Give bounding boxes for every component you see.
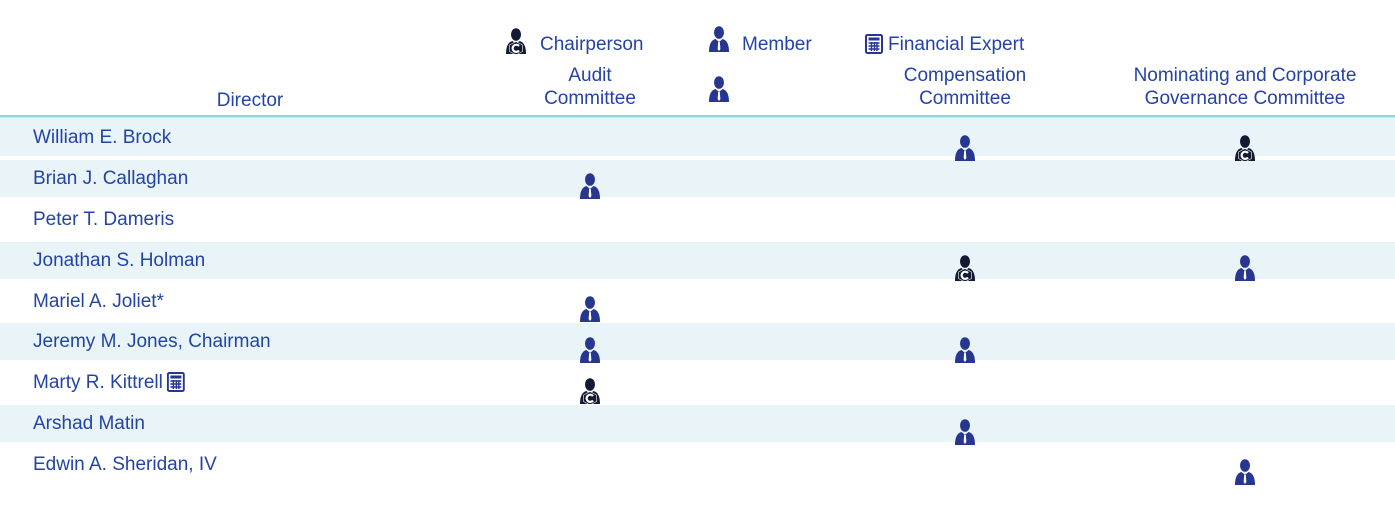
director-name: Marty R. Kittrell	[33, 372, 163, 393]
row-bg	[0, 405, 1395, 442]
header: Committee	[919, 88, 1011, 109]
financial-expert-icon	[166, 372, 185, 392]
member-icon	[709, 26, 729, 52]
financial-expert-icon	[865, 34, 883, 54]
header: Governance Committee	[1145, 88, 1346, 109]
director-name: Arshad Matin	[33, 413, 145, 434]
header-rule	[0, 115, 1395, 118]
director-name: William E. Brock	[33, 127, 172, 148]
chairperson-icon	[579, 378, 601, 404]
header: Committee	[544, 88, 636, 109]
chairperson-icon	[505, 28, 527, 54]
legend-chairperson: Chairperson	[540, 34, 644, 55]
row-bg	[0, 160, 1395, 197]
legend-financial-expert: Financial Expert	[888, 34, 1025, 55]
header: Director	[217, 90, 284, 111]
director-name: Peter T. Dameris	[33, 209, 174, 230]
row-bg	[0, 323, 1395, 360]
director-name: Edwin A. Sheridan, IV	[33, 454, 217, 475]
header: Audit	[568, 65, 612, 86]
header: Compensation	[904, 65, 1027, 86]
member-icon	[1235, 459, 1255, 485]
member-icon	[709, 76, 729, 102]
row-bg	[0, 118, 1395, 156]
header: Nominating and Corporate	[1134, 65, 1357, 86]
director-name: Jonathan S. Holman	[33, 250, 205, 271]
director-name: Mariel A. Joliet*	[33, 291, 165, 312]
director-name: Brian J. Callaghan	[33, 168, 188, 189]
director-name: Jeremy M. Jones, Chairman	[33, 331, 271, 352]
legend-member: Member	[742, 34, 812, 55]
row-bg	[0, 242, 1395, 279]
member-icon	[580, 296, 600, 322]
